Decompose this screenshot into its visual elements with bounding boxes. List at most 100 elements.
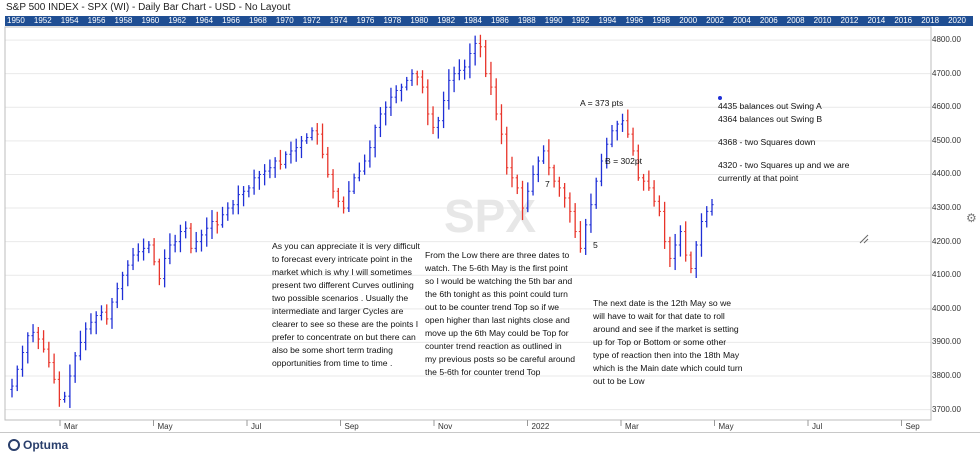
price-bar (73, 352, 77, 383)
year-label[interactable]: 1962 (168, 16, 187, 25)
price-bar (110, 297, 114, 329)
year-label[interactable]: 1952 (33, 16, 52, 25)
x-tick-label: Sep (905, 422, 920, 431)
year-label[interactable]: 2000 (679, 16, 698, 25)
price-bar (194, 231, 198, 253)
price-bar (94, 311, 98, 335)
price-bar (126, 260, 130, 287)
annotation-line-1: 4435 balances out Swing A (718, 101, 822, 111)
price-bar (705, 206, 709, 228)
year-label[interactable]: 2020 (948, 16, 966, 25)
annotation-line-2: 4364 balances out Swing B (718, 114, 823, 124)
price-bar (620, 113, 625, 132)
price-bar (636, 144, 640, 181)
year-label[interactable]: 1964 (195, 16, 214, 25)
price-bar (447, 69, 451, 110)
price-bar (326, 146, 330, 178)
annotation-anchor-dot (718, 96, 722, 100)
price-bar (531, 165, 535, 196)
year-label[interactable]: 2008 (786, 16, 805, 25)
x-tick-label: May (157, 422, 173, 431)
year-label[interactable]: 1968 (249, 16, 267, 25)
year-label[interactable]: 1982 (437, 16, 456, 25)
year-label[interactable]: 1950 (7, 16, 25, 25)
price-bar (173, 234, 177, 253)
price-bar (252, 169, 256, 195)
year-label[interactable]: 1988 (517, 16, 536, 25)
annotation-box[interactable]: 4435 balances out Swing A 4364 balances … (718, 96, 870, 244)
footer-bar: Optuma (0, 432, 980, 458)
year-label[interactable]: 1980 (410, 16, 429, 25)
annotation-line-3: 4368 - two Squares down (718, 137, 816, 147)
year-label[interactable]: 1970 (275, 16, 294, 25)
year-label[interactable]: 2012 (840, 16, 859, 25)
price-bar (152, 238, 156, 266)
price-bar (52, 353, 56, 384)
price-bar (426, 79, 430, 126)
year-label[interactable]: 2014 (867, 16, 886, 25)
optuma-logo-icon (8, 439, 20, 451)
price-bar (357, 162, 361, 182)
x-tick-label: Jul (251, 422, 262, 431)
year-label[interactable]: 1976 (356, 16, 375, 25)
year-label[interactable]: 1996 (625, 16, 644, 25)
swing-b-label: B = 302pt (605, 156, 643, 166)
price-bar (168, 233, 172, 265)
spx-watermark: SPX (444, 190, 536, 242)
year-label[interactable]: 1984 (464, 16, 482, 25)
year-label[interactable]: 2004 (733, 16, 751, 25)
price-bar (273, 157, 277, 178)
price-bar (384, 101, 388, 126)
price-bar (457, 59, 461, 81)
price-bar (615, 120, 619, 141)
year-label[interactable]: 1992 (571, 16, 590, 25)
year-label[interactable]: 1956 (87, 16, 106, 25)
price-bar (394, 85, 398, 104)
year-label[interactable]: 2010 (813, 16, 832, 25)
price-bar (210, 210, 214, 239)
price-bar (584, 218, 588, 255)
price-bar (420, 70, 425, 94)
price-bar (441, 91, 446, 129)
year-navigator-bar[interactable]: 1950 1952 1954 1956 1958 1960 1962 1964 1966 1968… (5, 16, 973, 26)
price-bar (631, 127, 635, 156)
note-middle: From the Low there are three dates to wa… (425, 250, 575, 377)
price-bar (141, 238, 146, 261)
price-bar (215, 211, 219, 234)
year-label[interactable]: 1978 (383, 16, 402, 25)
price-bar (189, 223, 193, 254)
y-tick-label: 4200.00 (932, 236, 961, 246)
price-bar (710, 198, 714, 216)
gear-icon[interactable]: ⚙ (966, 211, 977, 225)
year-label[interactable]: 1966 (222, 16, 240, 25)
price-bar (226, 202, 230, 221)
year-label[interactable]: 2002 (706, 16, 724, 25)
price-bar (115, 282, 119, 309)
year-label[interactable]: 1972 (302, 16, 321, 25)
price-bar (236, 185, 240, 215)
year-label[interactable]: 1960 (141, 16, 160, 25)
year-label[interactable]: 2018 (921, 16, 940, 25)
annotation-line-4: 4320 - two Squares up and we are current… (718, 160, 850, 183)
note-left: As you can appreciate it is very difficu… (272, 241, 420, 368)
year-label[interactable]: 1994 (598, 16, 617, 25)
price-bar (184, 221, 188, 239)
year-label[interactable]: 2006 (759, 16, 778, 25)
price-bar (131, 247, 135, 271)
price-bar (268, 159, 272, 179)
year-label[interactable]: 1954 (60, 16, 79, 25)
price-bar (241, 186, 246, 207)
year-label[interactable]: 1958 (114, 16, 133, 25)
year-label[interactable]: 1986 (491, 16, 509, 25)
price-bar (626, 109, 630, 138)
year-label[interactable]: 1998 (652, 16, 671, 25)
year-label[interactable]: 2016 (894, 16, 913, 25)
year-label[interactable]: 1990 (544, 16, 563, 25)
y-tick-label: 3700.00 (932, 404, 961, 414)
price-bar (231, 199, 235, 215)
year-label[interactable]: 1974 (329, 16, 348, 25)
price-bar (468, 43, 472, 79)
x-tick-label: Mar (625, 422, 639, 431)
price-bar (536, 156, 540, 183)
price-chart[interactable]: SPX (0, 0, 980, 432)
